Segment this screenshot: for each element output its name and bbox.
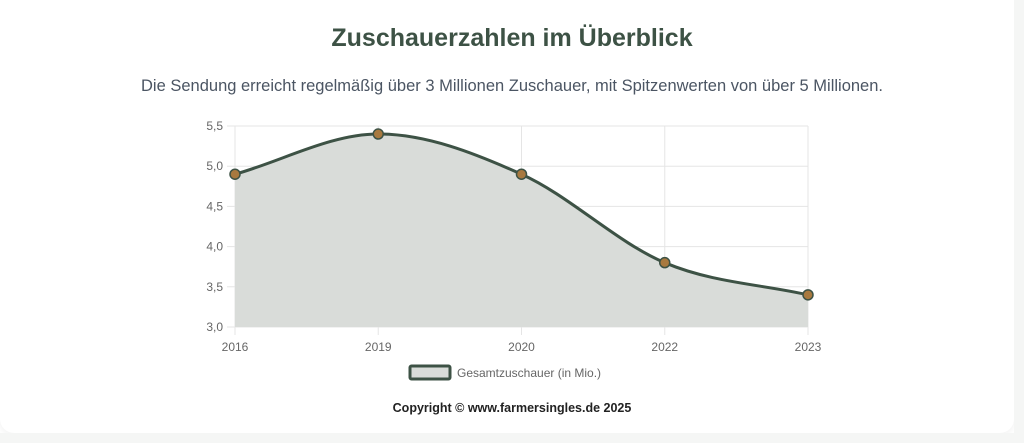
x-axis-ticks: 2016 2019 2020 2022 2023	[222, 340, 822, 354]
legend-swatch[interactable]	[408, 364, 452, 381]
page-edge-bottom	[0, 433, 1024, 443]
y-tick-label: 4,5	[206, 199, 223, 213]
x-tick-label: 2022	[651, 340, 678, 354]
series-area-fill	[235, 134, 808, 327]
y-axis-ticks: 3,0 3,5 4,0 4,5 5,0 5,5	[206, 119, 223, 334]
data-point[interactable]	[372, 128, 384, 140]
data-point[interactable]	[515, 168, 528, 180]
chart-points-layer	[229, 128, 814, 301]
data-point[interactable]	[802, 289, 814, 301]
page-edge-right	[1014, 0, 1024, 443]
x-tick-label: 2016	[222, 340, 249, 354]
x-tick-label: 2019	[365, 340, 392, 354]
page-title: Zuschauerzahlen im Überblick	[331, 24, 693, 52]
x-tick-label: 2020	[508, 340, 535, 354]
y-tick-label: 5,5	[206, 119, 223, 133]
y-tick-label: 5,0	[206, 159, 223, 173]
y-tick-label: 3,5	[206, 280, 223, 294]
chart-legend[interactable]: Gesamtzuschauer (in Mio.)	[408, 364, 601, 381]
y-tick-label: 4,0	[206, 240, 223, 254]
legend-label[interactable]: Gesamtzuschauer (in Mio.)	[457, 366, 601, 380]
x-tick-label: 2023	[795, 340, 822, 354]
data-point[interactable]	[229, 168, 241, 180]
data-point[interactable]	[659, 256, 671, 269]
page-subtitle: Die Sendung erreicht regelmäßig über 3 M…	[141, 77, 883, 95]
copyright-text: Copyright © www.farmersingles.de 2025	[392, 401, 632, 415]
y-tick-label: 3,0	[206, 320, 223, 334]
